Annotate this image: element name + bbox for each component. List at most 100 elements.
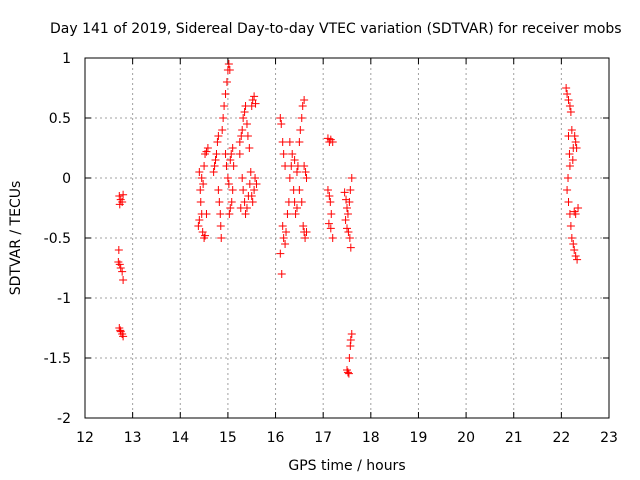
x-tick-label: 15 (219, 430, 237, 446)
data-point-marker (571, 138, 580, 146)
data-point-marker (194, 222, 203, 230)
x-tick-label: 18 (362, 430, 380, 446)
data-point-marker (222, 162, 231, 170)
data-point-marker (297, 198, 306, 206)
data-point-marker (216, 222, 225, 230)
data-point-marker (340, 188, 349, 197)
data-point-marker (238, 174, 247, 182)
data-point-marker (564, 96, 573, 104)
data-point-marker (347, 174, 356, 182)
data-point-marker (243, 132, 252, 140)
data-point-marker (197, 174, 206, 182)
data-point-marker (568, 156, 577, 164)
data-point-marker (213, 138, 222, 146)
data-point-marker (343, 224, 351, 233)
data-point-marker (219, 114, 228, 122)
data-point-marker (292, 204, 301, 212)
data-point-marker (225, 210, 234, 218)
data-point-marker (282, 228, 291, 236)
data-point-marker (252, 180, 261, 188)
data-point-marker (245, 180, 254, 188)
data-point-marker (564, 174, 573, 182)
x-tick-label: 19 (410, 430, 428, 446)
data-point-marker (302, 174, 311, 182)
y-tick-label: 0 (62, 171, 71, 187)
x-tick-label: 22 (552, 430, 570, 446)
data-point-marker (200, 162, 209, 170)
data-point-marker (251, 99, 260, 108)
data-point-marker (300, 162, 309, 170)
data-point-marker (119, 276, 128, 284)
data-point-marker (301, 168, 310, 176)
data-point-marker (238, 126, 247, 134)
data-point-marker (346, 243, 355, 252)
data-point-marker (196, 186, 205, 194)
data-point-marker (288, 150, 297, 158)
data-point-marker (227, 150, 236, 158)
data-point-marker (211, 156, 220, 164)
data-point-marker (300, 96, 309, 104)
data-point-marker (212, 150, 221, 158)
data-point-marker (245, 144, 254, 152)
data-point-marker (285, 174, 294, 182)
data-point-marker (326, 198, 335, 206)
data-point-marker (228, 144, 237, 152)
data-point-marker (201, 231, 210, 240)
data-point-marker (223, 174, 232, 182)
data-point-marker (248, 198, 257, 206)
data-point-marker (343, 210, 352, 218)
data-point-marker (279, 150, 288, 158)
data-point-marker (239, 186, 248, 194)
data-point-marker (199, 180, 208, 188)
data-point-marker (195, 216, 204, 224)
data-point-marker (292, 168, 301, 176)
data-point-marker (328, 138, 337, 146)
data-point-marker (570, 246, 579, 254)
y-axis-label: SDTVAR / TECUs (8, 181, 24, 296)
data-point-marker (346, 186, 355, 194)
data-point-marker (326, 224, 335, 233)
data-point-marker (246, 168, 255, 176)
x-tick-label: 21 (505, 430, 523, 446)
data-point-marker (278, 222, 287, 230)
data-point-marker (210, 162, 219, 170)
y-tick-label: 1 (62, 51, 71, 67)
data-point-marker (224, 180, 233, 188)
x-tick-label: 20 (457, 430, 475, 446)
data-point-marker (226, 156, 235, 164)
data-point-marker (323, 186, 332, 194)
data-point-marker (216, 210, 225, 218)
data-point-marker (567, 126, 576, 134)
data-point-marker (279, 234, 288, 242)
data-point-marker (214, 132, 223, 140)
data-point-marker (235, 138, 244, 146)
data-points (114, 60, 583, 378)
y-tick-labels: -2 -1.5 -1 -0.5 0 0.5 1 (44, 51, 71, 427)
data-point-marker (301, 234, 310, 242)
data-point-marker (572, 144, 581, 152)
data-point-marker (251, 174, 260, 182)
x-tick-label: 12 (76, 430, 94, 446)
x-tick-label: 14 (171, 430, 189, 446)
plot-area-border (84, 57, 610, 419)
data-point-marker (217, 234, 226, 242)
data-point-marker (297, 114, 306, 122)
data-point-marker (343, 368, 352, 377)
data-point-marker (114, 246, 123, 254)
data-point-marker (229, 162, 238, 170)
data-point-marker (328, 234, 337, 242)
data-point-marker (237, 132, 246, 140)
data-point-marker (239, 114, 248, 122)
x-tick-labels: 12 13 14 15 16 17 18 19 20 21 22 23 (76, 430, 618, 446)
data-point-marker (218, 126, 227, 134)
data-point-marker (295, 186, 304, 194)
data-point-marker (240, 108, 249, 116)
data-point-marker (115, 192, 124, 200)
data-point-marker (225, 66, 234, 74)
data-point-marker (118, 267, 127, 276)
data-point-marker (291, 210, 300, 218)
data-point-marker (287, 162, 296, 170)
data-point-marker (277, 270, 286, 278)
